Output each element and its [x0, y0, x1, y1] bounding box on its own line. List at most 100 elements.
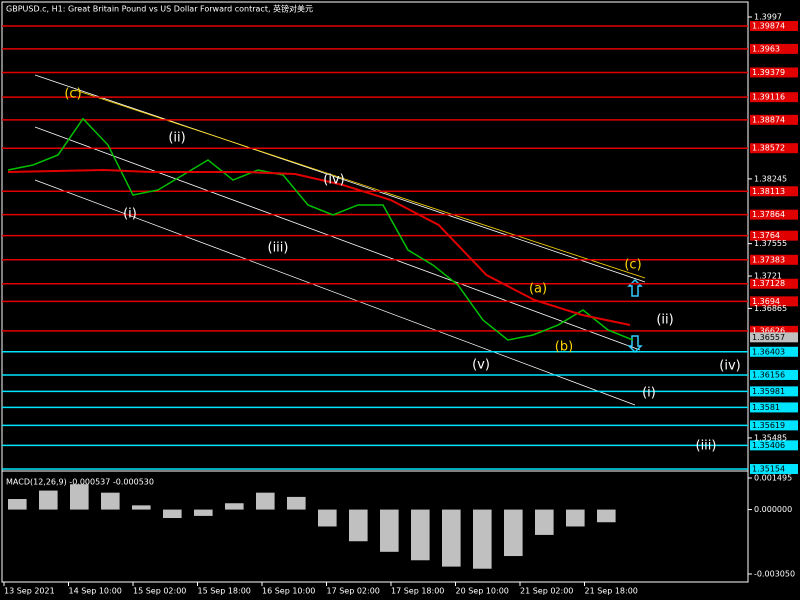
- macd-bar: [70, 484, 89, 510]
- level-tag: [750, 43, 798, 54]
- price-tick-label: 1.3997: [754, 13, 782, 22]
- level-label: 1.39116: [752, 93, 785, 102]
- wave-label: (iii): [268, 241, 289, 256]
- level-label: 1.35406: [752, 441, 785, 450]
- level-label: 1.35981: [752, 387, 785, 396]
- current-price-tag: [750, 332, 798, 343]
- price-tick-label: 1.35485: [754, 433, 787, 442]
- wave-label: (ii): [168, 131, 185, 146]
- level-tag: [750, 67, 798, 78]
- channel-line: [34, 74, 646, 283]
- time-label: 16 Sep 10:00: [262, 587, 315, 596]
- level-tag: [750, 402, 798, 413]
- macd-bar: [380, 509, 399, 552]
- price-tick-label: 1.3721: [754, 272, 782, 281]
- level-tag: [750, 296, 798, 307]
- macd-tick-label: -0.003050: [754, 570, 795, 579]
- macd-bar: [194, 509, 213, 516]
- wave-label: (ii): [656, 313, 673, 328]
- time-label: 15 Sep 18:00: [198, 587, 251, 596]
- wave-label: (a): [529, 282, 547, 297]
- level-label: 1.39379: [752, 68, 785, 77]
- level-tag: [750, 254, 798, 265]
- macd-bar: [163, 509, 182, 519]
- macd-bar: [504, 509, 523, 557]
- level-label: 1.37864: [752, 210, 785, 219]
- level-label: 1.39874: [752, 22, 785, 31]
- time-label: 21 Sep 02:00: [520, 587, 573, 596]
- macd-tick-label: 0.001495: [754, 474, 792, 483]
- moving-average: [7, 168, 631, 327]
- wave-label: (i): [642, 386, 656, 401]
- macd-label: MACD(12,26,9) -0.000537 -0.000530: [6, 478, 154, 487]
- level-tag: [750, 346, 798, 357]
- macd-bar: [566, 509, 585, 527]
- level-label: 1.36403: [752, 347, 785, 356]
- level-tag: [750, 143, 798, 154]
- time-label: 17 Sep 02:00: [327, 587, 380, 596]
- level-tag: [750, 386, 798, 397]
- level-label: 1.35619: [752, 421, 785, 430]
- wave-label: (iv): [323, 173, 344, 188]
- macd-bar: [349, 509, 368, 542]
- level-tag: [750, 325, 798, 336]
- level-tag: [750, 21, 798, 32]
- level-tag: [750, 464, 798, 474]
- macd-bar: [39, 490, 58, 510]
- wave-label: (i): [123, 207, 137, 222]
- level-label: 1.37128: [752, 279, 785, 288]
- time-label: 13 Sep 2021: [4, 587, 55, 596]
- time-label: 17 Sep 18:00: [391, 587, 444, 596]
- channel-line: [34, 126, 641, 351]
- level-label: 1.36156: [752, 370, 785, 379]
- level-tag: [750, 209, 798, 220]
- level-tag: [750, 186, 798, 197]
- time-label: 20 Sep 10:00: [456, 587, 509, 596]
- level-label: 1.3694: [752, 297, 780, 306]
- level-label: 1.38113: [752, 187, 785, 196]
- macd-bar: [8, 499, 27, 510]
- frame: [1, 1, 749, 583]
- macd-bar: [597, 509, 616, 523]
- price-line: [7, 117, 634, 341]
- macd-tick-label: 0.000000: [754, 505, 792, 514]
- chart-title: GBPUSD.c, H1: Great Britain Pound vs US …: [6, 4, 313, 14]
- macd-bar: [225, 503, 244, 510]
- wave-label: (v): [472, 358, 490, 373]
- wave-label: (iv): [719, 359, 740, 374]
- price-tick-label: 1.38245: [754, 174, 787, 183]
- channel-line: [34, 179, 636, 406]
- price-tick-label: 1.36865: [754, 304, 787, 313]
- macd-bar: [473, 509, 492, 569]
- time-label: 14 Sep 10:00: [69, 587, 122, 596]
- level-tag: [750, 278, 798, 289]
- macd-bar: [256, 492, 275, 510]
- level-tag: [750, 230, 798, 241]
- level-tag: [750, 440, 798, 451]
- macd-bar: [411, 509, 430, 561]
- level-label: 1.3581: [752, 403, 780, 412]
- wave-label: (iii): [696, 439, 717, 454]
- macd-bar: [101, 492, 120, 510]
- level-tag: [750, 420, 798, 431]
- macd-bar: [535, 509, 554, 535]
- wave-label: (c): [64, 87, 81, 102]
- level-label: 1.37383: [752, 255, 785, 264]
- level-label: 1.38572: [752, 144, 785, 153]
- up-arrow: [627, 278, 643, 297]
- trend-line: [74, 89, 646, 279]
- time-label: 21 Sep 18:00: [585, 587, 638, 596]
- level-tag: [750, 114, 798, 125]
- macd-bar: [287, 496, 306, 510]
- current-price-label: 1.36557: [752, 333, 785, 342]
- wave-label: (c): [624, 258, 641, 273]
- time-label: 15 Sep 02:00: [133, 587, 186, 596]
- level-label: 1.36626: [752, 326, 785, 335]
- level-tag: [750, 369, 798, 380]
- macd-bar: [318, 509, 337, 527]
- level-label: 1.3963: [752, 44, 780, 53]
- level-label: 1.38874: [752, 115, 785, 124]
- macd-bar: [132, 505, 151, 510]
